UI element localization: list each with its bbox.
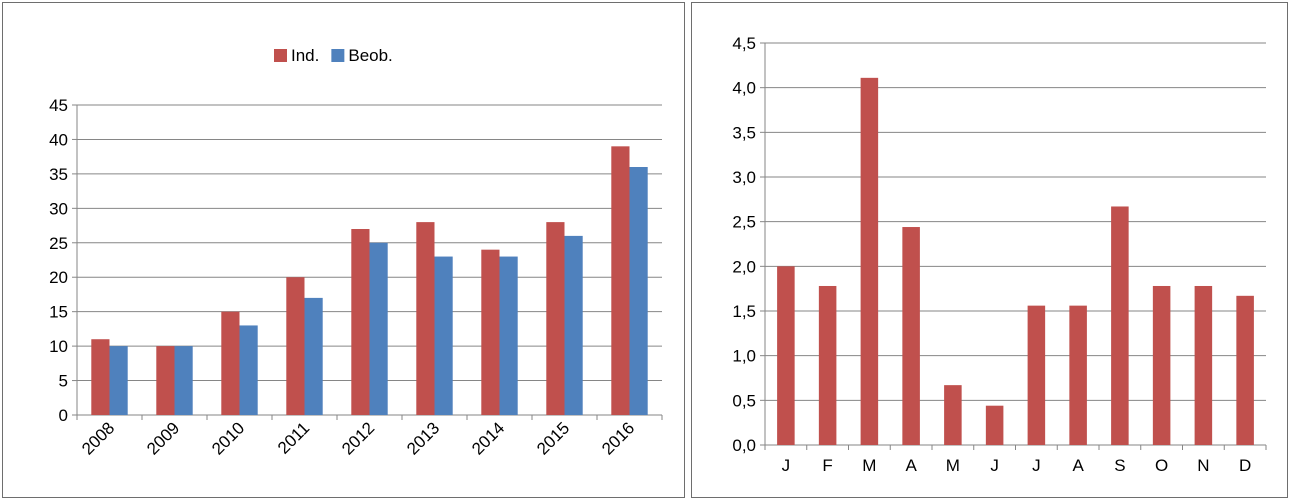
yearly-y-tick-label: 45 xyxy=(49,96,68,115)
monthly-bar xyxy=(944,385,962,445)
monthly-bar xyxy=(1236,295,1254,445)
monthly-y-tick-label: 1,0 xyxy=(732,347,756,366)
monthly-bar xyxy=(1111,206,1129,445)
yearly-chart-panel: 0 5 10 15 20 25 30 35 40 45 2008 2009 2010 2011 2012 20… xyxy=(2,2,685,498)
monthly-bar xyxy=(1069,305,1087,445)
monthly-x-tick-label: F xyxy=(822,456,832,475)
yearly-x-tick-label: 2011 xyxy=(274,418,313,457)
yearly-legend-label: Beob. xyxy=(348,46,392,65)
yearly-x-tick-label: 2008 xyxy=(78,418,118,458)
yearly-y-tick-label: 15 xyxy=(49,303,68,322)
yearly-bar xyxy=(109,346,128,415)
yearly-bar xyxy=(239,325,258,415)
monthly-y-tick-label: 0,5 xyxy=(732,391,756,410)
yearly-y-tick-label: 25 xyxy=(49,234,68,253)
yearly-bar xyxy=(416,222,435,415)
monthly-x-tick-label: J xyxy=(782,456,791,475)
yearly-bar xyxy=(221,311,240,415)
monthly-bar xyxy=(902,227,920,445)
yearly-y-tick-label: 10 xyxy=(49,337,68,356)
yearly-y-tick-label: 30 xyxy=(49,199,68,218)
yearly-bar xyxy=(156,346,175,415)
monthly-y-tick-label: 2,0 xyxy=(732,257,756,276)
yearly-bar xyxy=(611,146,630,416)
monthly-x-tick-label: A xyxy=(1072,456,1084,475)
yearly-y-tick-label: 0 xyxy=(59,406,68,425)
monthly-y-tick-label: 2,5 xyxy=(732,213,756,232)
monthly-bar xyxy=(777,266,795,445)
yearly-bar xyxy=(434,256,453,415)
monthly-bar xyxy=(1194,285,1213,445)
yearly-bar xyxy=(286,277,305,415)
yearly-x-tick-label: 2010 xyxy=(208,418,248,458)
monthly-x-tick-label: A xyxy=(905,456,917,475)
monthly-bar xyxy=(1152,285,1171,445)
yearly-y-tick-label: 35 xyxy=(49,165,68,184)
monthly-y-tick-label: 0,0 xyxy=(732,436,756,455)
monthly-y-tick-label: 1,5 xyxy=(732,302,756,321)
yearly-bar xyxy=(564,235,583,415)
yearly-y-tick-label: 5 xyxy=(59,372,68,391)
yearly-x-tick-label: 2016 xyxy=(598,418,638,458)
monthly-bar xyxy=(860,77,879,445)
monthly-y-tick-label: 3,5 xyxy=(732,123,756,142)
yearly-legend-swatch xyxy=(331,49,345,62)
yearly-bar xyxy=(499,256,518,415)
yearly-bar xyxy=(629,167,648,415)
monthly-x-tick-label: O xyxy=(1155,456,1168,475)
monthly-x-tick-label: D xyxy=(1239,456,1251,475)
yearly-legend-label: Ind. xyxy=(291,46,319,65)
monthly-y-tick-label: 4,0 xyxy=(732,79,756,98)
yearly-x-tick-label: 2015 xyxy=(533,418,573,458)
yearly-bar-chart: 0 5 10 15 20 25 30 35 40 45 2008 2009 2010 2011 2012 20… xyxy=(49,46,663,459)
monthly-chart-panel: 0,0 0,5 1,0 1,5 2,0 2,5 3,0 3,5 4,0 4,5 J F M A M J J A S O… xyxy=(691,2,1288,498)
monthly-bar xyxy=(985,405,1004,445)
yearly-bar xyxy=(369,242,388,415)
monthly-x-tick-label: S xyxy=(1114,456,1125,475)
monthly-x-tick-label: N xyxy=(1197,456,1209,475)
yearly-bar xyxy=(546,222,565,415)
yearly-bar xyxy=(481,249,500,415)
yearly-x-tick-label: 2014 xyxy=(468,418,508,458)
yearly-y-tick-label: 40 xyxy=(49,130,68,149)
monthly-x-tick-label: M xyxy=(862,456,876,475)
yearly-x-tick-label: 2009 xyxy=(143,418,183,458)
yearly-x-tick-label: 2012 xyxy=(338,418,378,458)
monthly-y-tick-label: 3,0 xyxy=(732,168,756,187)
yearly-bar xyxy=(91,339,110,415)
yearly-bar xyxy=(304,297,323,415)
monthly-bar xyxy=(818,285,837,445)
yearly-x-tick-label: 2013 xyxy=(403,418,443,458)
monthly-x-tick-label: J xyxy=(990,456,999,475)
monthly-bar-chart: 0,0 0,5 1,0 1,5 2,0 2,5 3,0 3,5 4,0 4,5 J F M A M J J A S O… xyxy=(732,34,1267,475)
yearly-bar xyxy=(174,346,193,415)
monthly-x-tick-label: M xyxy=(946,456,960,475)
yearly-bar xyxy=(351,229,370,415)
monthly-x-tick-label: J xyxy=(1032,456,1041,475)
monthly-bar xyxy=(1027,305,1046,445)
monthly-y-tick-label: 4,5 xyxy=(732,34,756,53)
yearly-y-tick-label: 20 xyxy=(49,268,68,287)
yearly-legend-swatch xyxy=(274,49,287,62)
